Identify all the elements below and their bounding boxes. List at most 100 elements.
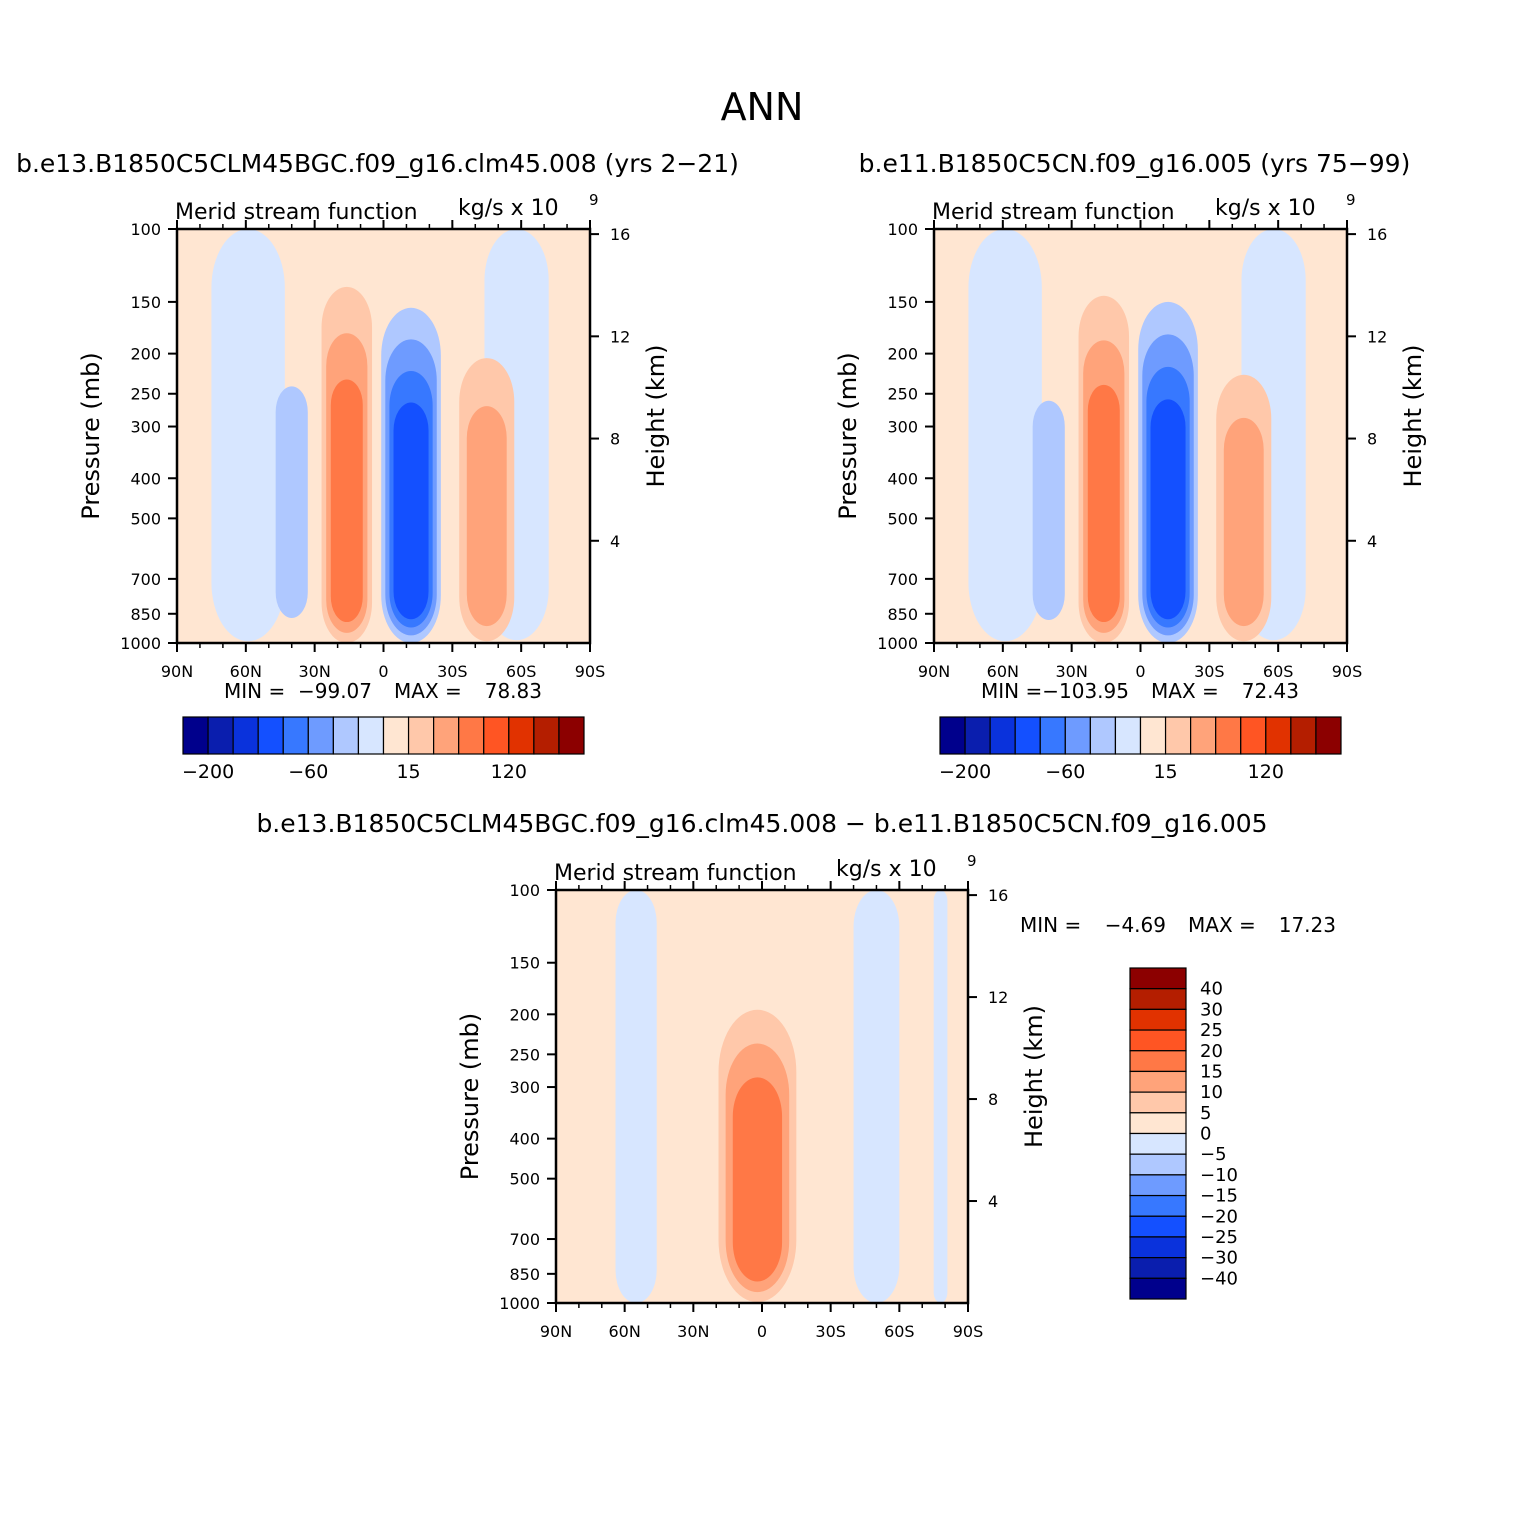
colorbar-label: 25 [1200, 1020, 1223, 1041]
y-tick-label: 400 [887, 469, 918, 488]
y-tick-label: 150 [130, 293, 161, 312]
units-label: kg/s x 10 [836, 857, 937, 882]
colorbar-box-5 [1064, 716, 1091, 755]
colorbar-box-2 [232, 716, 259, 755]
colorbar-box-2 [1129, 1008, 1187, 1031]
colorbar-box-12 [483, 716, 510, 755]
y-tick-label: 850 [509, 1265, 540, 1284]
min-value: −103.95 [1042, 679, 1129, 703]
colorbar-box-13 [1129, 1236, 1187, 1259]
difference-title: b.e13.B1850C5CLM45BGC.f09_g16.clm45.008 … [256, 809, 1267, 838]
y-tick-label: 250 [887, 385, 918, 404]
colorbar-box-14 [1129, 1257, 1187, 1279]
contour-cell-5-2 [330, 379, 363, 623]
x-tick-label: 90S [1332, 662, 1363, 681]
case-title: b.e13.B1850C5CLM45BGC.f09_g16.clm45.008 … [16, 149, 739, 178]
colorbar-box-1 [207, 716, 234, 755]
colorbar-box-8 [1129, 1132, 1187, 1155]
units-exponent: 9 [589, 191, 599, 209]
colorbar-box-14 [1290, 716, 1317, 755]
panel-diff: Merid stream function kg/s x 10 9 90N 60N 30N… [456, 852, 1336, 1341]
colorbar-box-5 [307, 716, 334, 755]
colorbar-label: 15 [1153, 761, 1177, 783]
figure-title: ANN [721, 85, 804, 129]
colorbar-label: 5 [1200, 1103, 1211, 1124]
colorbar-box-6 [332, 716, 360, 755]
y-tick-label: 200 [509, 1005, 540, 1024]
y-tick-label: 850 [887, 605, 918, 624]
colorbar-box-13 [508, 716, 535, 755]
min-label: MIN = [981, 679, 1042, 703]
contour-cell-1-0 [968, 229, 1042, 642]
max-value: 72.43 [1242, 679, 1299, 703]
colorbar-box-1 [1129, 988, 1187, 1010]
contour-cell-0-0 [615, 890, 657, 1303]
y-axis-label: Pressure (mb) [77, 352, 105, 519]
x-tick-label: 90N [540, 1322, 572, 1341]
colorbar-box-0 [182, 716, 209, 755]
x-tick-label: 30S [815, 1322, 846, 1341]
colorbar-box-9 [1164, 716, 1192, 755]
colorbar-label: −25 [1200, 1227, 1238, 1248]
panel-right: Merid stream function kg/s x 10 9 90N 60N 30N… [834, 149, 1427, 783]
y-tick-label: 150 [887, 293, 918, 312]
colorbar-box-5 [1129, 1070, 1187, 1093]
colorbar-box-12 [1240, 716, 1267, 755]
x-tick-label: 30S [1194, 662, 1225, 681]
colorbar: −200 −60 15 120 [182, 716, 585, 783]
colorbar-box-10 [433, 716, 460, 755]
x-tick-label: 30N [677, 1322, 709, 1341]
x-tick-label: 60N [987, 662, 1019, 681]
panels-group: Merid stream function kg/s x 10 9 90N 60N 30N… [16, 149, 1427, 1341]
y-tick-label: 500 [130, 509, 161, 528]
colorbar-label: −60 [1045, 761, 1085, 783]
x-tick-label: 90S [575, 662, 606, 681]
colorbar-box-11 [1129, 1194, 1187, 1217]
contour-cell-1-0 [211, 229, 285, 642]
colorbar-label: 0 [1200, 1124, 1211, 1145]
colorbar-label: −5 [1200, 1144, 1227, 1165]
y-right-tick-label: 8 [610, 430, 620, 449]
y-tick-label: 100 [130, 220, 161, 239]
colorbar-box-13 [1265, 716, 1292, 755]
colorbar-label: 120 [1248, 761, 1284, 783]
colorbar-label: 15 [396, 761, 420, 783]
y-right-tick-label: 4 [988, 1192, 998, 1211]
y-right-tick-label: 8 [1367, 430, 1377, 449]
max-label: MAX = [394, 679, 462, 703]
y-tick-label: 850 [130, 605, 161, 624]
colorbar-box-15 [1129, 1277, 1187, 1300]
y-right-tick-label: 4 [610, 532, 620, 551]
x-tick-label: 60S [884, 1322, 915, 1341]
colorbar-box-6 [1129, 1091, 1187, 1114]
min-label: MIN = [224, 679, 285, 703]
y-right-tick-label: 12 [1367, 327, 1387, 346]
x-tick-label: 60N [230, 662, 262, 681]
units-exponent: 9 [967, 852, 977, 870]
y-axis-label: Pressure (mb) [456, 1013, 484, 1180]
contour-cell-6-3 [1150, 399, 1186, 620]
colorbar-box-7 [357, 716, 385, 755]
y-tick-label: 200 [130, 345, 161, 364]
x-tick-label: 0 [757, 1322, 767, 1341]
colorbar-box-8 [1139, 716, 1167, 755]
y-tick-label: 300 [887, 418, 918, 437]
colorbar-label: −200 [939, 761, 991, 783]
colorbar-box-10 [1190, 716, 1217, 755]
contour-cell-3-2 [732, 1077, 783, 1282]
colorbar-label: −60 [288, 761, 328, 783]
y-axis-label: Pressure (mb) [834, 352, 862, 519]
x-tick-label: 60S [506, 662, 537, 681]
y-right-tick-label: 16 [1367, 225, 1387, 244]
y-tick-label: 250 [509, 1045, 540, 1064]
case-title: b.e11.B1850C5CN.f09_g16.005 (yrs 75−99) [859, 149, 1411, 178]
contour-cell-5-2 [1087, 384, 1120, 623]
contour-cell-7-1 [1223, 417, 1264, 627]
colorbar-box-6 [1089, 716, 1117, 755]
max-label: MAX = [1188, 913, 1256, 937]
colorbar-box-3 [257, 716, 284, 755]
colorbar: −200 −60 15 120 [939, 716, 1342, 783]
contour-field [177, 229, 590, 643]
